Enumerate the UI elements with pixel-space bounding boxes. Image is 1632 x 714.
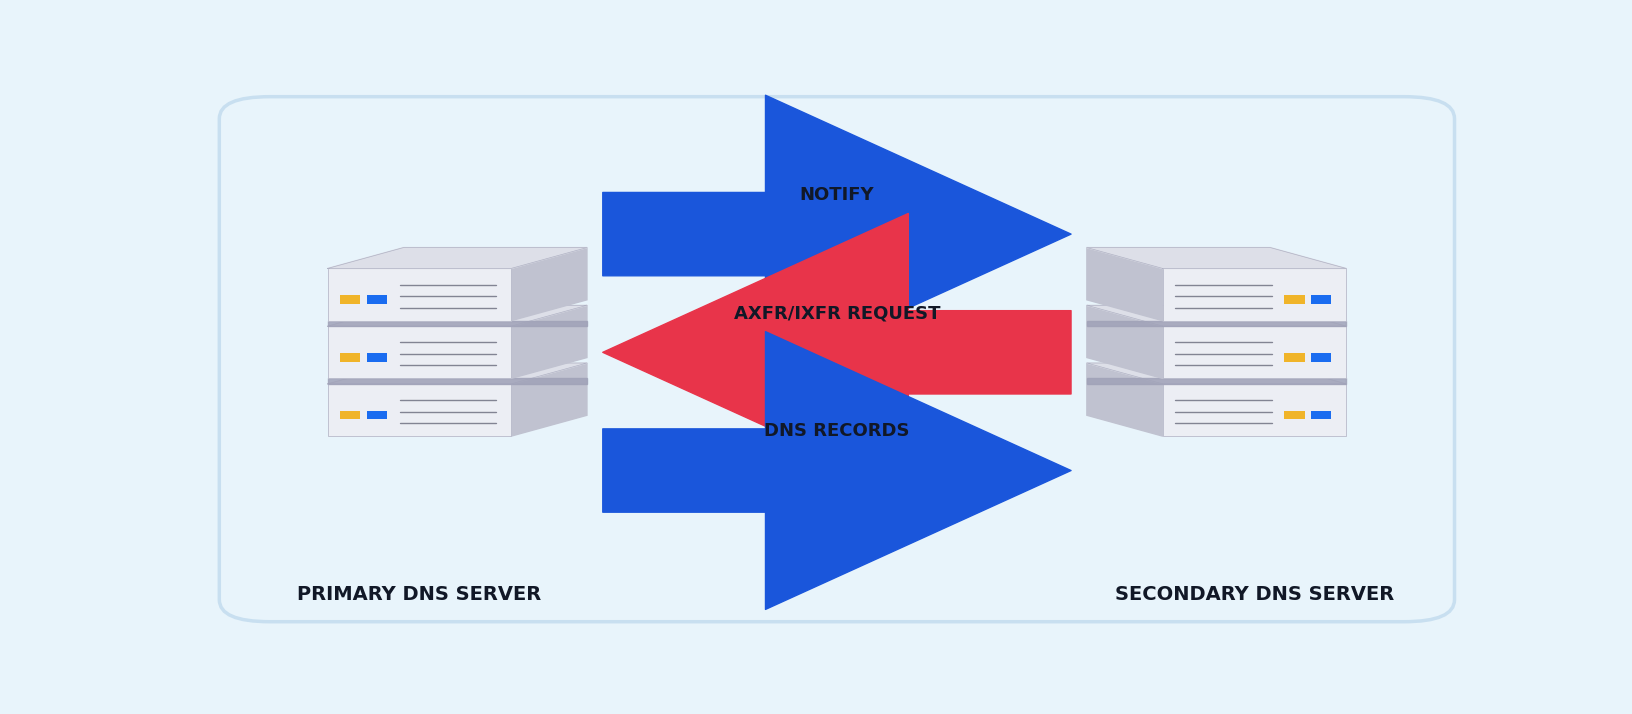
Polygon shape (328, 248, 586, 268)
Polygon shape (367, 411, 387, 419)
Polygon shape (511, 363, 586, 436)
Polygon shape (1310, 295, 1330, 304)
Text: AXFR/IXFR REQUEST: AXFR/IXFR REQUEST (733, 304, 940, 322)
Text: PRIMARY DNS SERVER: PRIMARY DNS SERVER (297, 585, 542, 604)
Polygon shape (339, 295, 361, 304)
Polygon shape (328, 384, 511, 436)
Polygon shape (1162, 268, 1345, 321)
Polygon shape (1283, 411, 1304, 419)
Polygon shape (1087, 321, 1345, 326)
Text: DNS RECORDS: DNS RECORDS (764, 422, 909, 441)
Polygon shape (1162, 326, 1345, 378)
Polygon shape (1162, 384, 1345, 436)
Polygon shape (328, 321, 586, 326)
Polygon shape (511, 306, 586, 378)
Polygon shape (1310, 411, 1330, 419)
Polygon shape (1283, 353, 1304, 362)
Polygon shape (1087, 363, 1345, 384)
Polygon shape (328, 306, 586, 326)
Polygon shape (1310, 353, 1330, 362)
Polygon shape (367, 295, 387, 304)
Text: SECONDARY DNS SERVER: SECONDARY DNS SERVER (1115, 585, 1394, 604)
Polygon shape (1087, 306, 1162, 378)
Polygon shape (328, 268, 511, 321)
Polygon shape (1087, 363, 1162, 436)
Polygon shape (1283, 295, 1304, 304)
Polygon shape (328, 363, 586, 384)
Polygon shape (1087, 248, 1345, 268)
Polygon shape (328, 326, 511, 378)
Text: NOTIFY: NOTIFY (800, 186, 873, 204)
Polygon shape (1087, 306, 1345, 326)
Polygon shape (328, 378, 586, 384)
Polygon shape (1087, 248, 1162, 321)
Polygon shape (367, 353, 387, 362)
FancyBboxPatch shape (219, 96, 1454, 622)
Polygon shape (339, 353, 361, 362)
Polygon shape (1087, 378, 1345, 384)
Polygon shape (511, 248, 586, 321)
Polygon shape (339, 411, 361, 419)
